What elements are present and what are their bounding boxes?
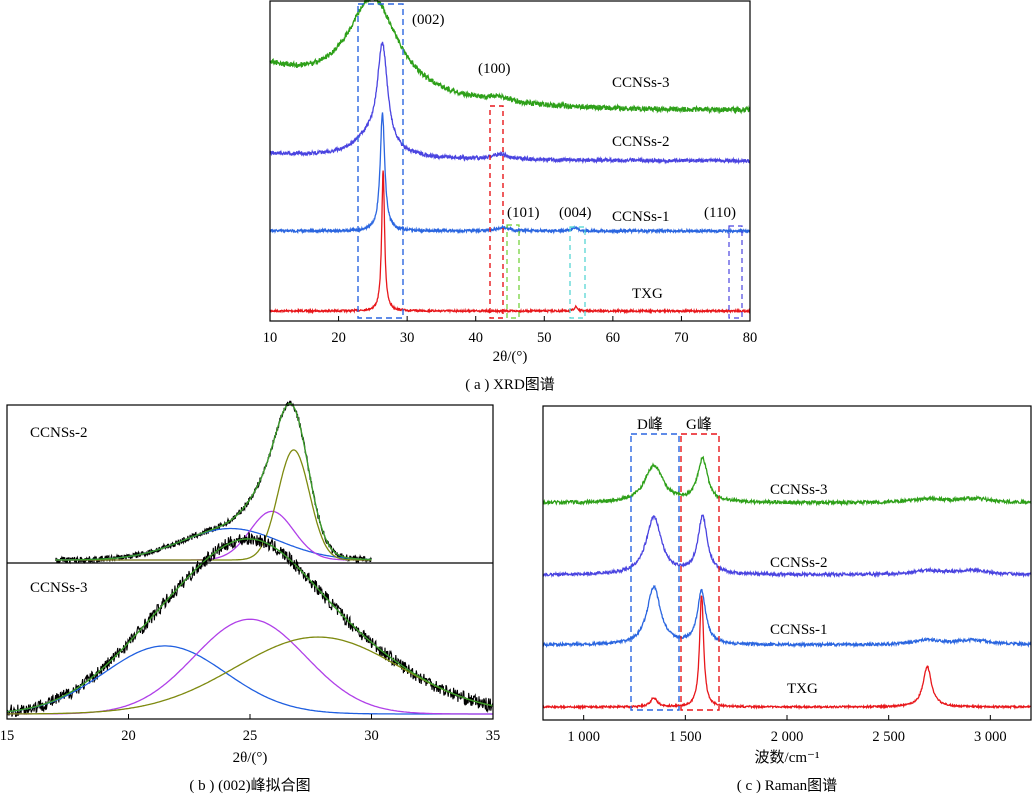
fit-component-1-ccnss-3	[6, 645, 493, 715]
legend-ccnss-3: CCNSs-3	[612, 75, 670, 91]
fit:1-tick-label: 35	[486, 728, 501, 744]
label-g-peak: G峰	[686, 416, 712, 433]
label-002: (002)	[412, 12, 445, 28]
xrd:0-tick-label: 40	[468, 330, 483, 346]
box-004	[569, 226, 586, 319]
raman:2-tick-label: 1 500	[669, 729, 702, 745]
xrd:0-tick-label: 50	[537, 330, 552, 346]
fit-label-ccnss-3: CCNSs-3	[30, 580, 88, 596]
fit-component-3-ccnss-2	[55, 449, 372, 561]
box-g-peak	[680, 433, 720, 711]
raman-legend-ccnss-3: CCNSs-3	[770, 482, 828, 498]
raman:2-tick-label: 2 000	[771, 729, 804, 745]
box-100	[489, 105, 504, 319]
raman-series-group	[542, 455, 1032, 711]
raman-caption: ( c ) Raman图谱	[737, 777, 837, 794]
fit-x-ticks: 15 20 25 30 35	[0, 714, 500, 744]
xrd-peak-boxes	[357, 3, 743, 319]
fit:1-tick-label: 25	[243, 728, 258, 744]
fit-raw-ccnss-3	[6, 532, 494, 717]
raman-series-txg	[542, 595, 1032, 711]
xrd-series-ccnss-1	[269, 112, 751, 235]
fit-panel: 15 20 25 30 35 CCNSs-2 CCNSs-3 2θ/(°) ( b ) …	[0, 400, 500, 794]
fit-x-axis-label: 2θ/(°)	[233, 750, 268, 766]
fit-caption: ( b ) (002)峰拟合图	[189, 777, 310, 794]
raman:2-tick-label: 1 000	[567, 729, 600, 745]
label-004: (004)	[559, 205, 592, 221]
box-d-peak	[630, 433, 680, 711]
box-002	[357, 3, 404, 319]
fit-label-ccnss-2: CCNSs-2	[30, 425, 88, 441]
xrd-series-ccnss-2	[269, 41, 751, 165]
fit:1-tick-label: 20	[121, 728, 136, 744]
legend-txg: TXG	[632, 286, 663, 302]
box-101	[506, 224, 520, 319]
fit-component-3-ccnss-3	[7, 636, 494, 715]
label-101: (101)	[507, 205, 540, 221]
label-100: (100)	[478, 61, 511, 77]
fit-sum-ccnss-2	[55, 402, 372, 561]
fit:1-tick-label: 15	[0, 728, 14, 744]
xrd-series-group	[269, 0, 751, 315]
raman-legend-txg: TXG	[787, 681, 818, 697]
raman-x-ticks: 1 000 1 500 2 000 2 500 3 000	[567, 715, 1007, 745]
raman:2-tick-label: 2 500	[872, 729, 905, 745]
legend-ccnss-1: CCNSs-1	[612, 209, 670, 225]
box-110	[728, 225, 743, 319]
raman-series-ccnss-2	[542, 514, 1032, 579]
xrd:0-tick-label: 60	[606, 330, 621, 346]
xrd:0-tick-label: 10	[263, 330, 278, 346]
xrd:0-tick-label: 70	[674, 330, 689, 346]
xrd-series-txg	[269, 170, 751, 315]
raman-series-ccnss-1	[542, 584, 1032, 649]
label-d-peak: D峰	[637, 416, 663, 433]
xrd-panel: 10 20 30 40 50 60 70 80 (002) (100) (101) (004)…	[263, 0, 758, 393]
label-110: (110)	[704, 205, 736, 221]
fit-plot-frame	[6, 404, 494, 720]
fit-sum-ccnss-3	[6, 538, 494, 713]
raman-x-axis-label: 波数/cm⁻¹	[755, 749, 820, 766]
fit-component-2-ccnss-3	[7, 618, 493, 715]
xrd:0-tick-label: 20	[331, 330, 346, 346]
xrd:0-tick-label: 30	[400, 330, 415, 346]
raman-panel: 1 000 1 500 2 000 2 500 3 000 D峰 G峰 CCNSs-3 …	[542, 405, 1032, 794]
raman-legend-ccnss-2: CCNSs-2	[770, 555, 828, 571]
xrd-series-ccnss-3	[269, 0, 751, 115]
fit-series-group	[6, 400, 494, 717]
xrd:0-tick-label: 80	[743, 330, 758, 346]
legend-ccnss-2: CCNSs-2	[612, 134, 670, 150]
xrd-x-ticks: 10 20 30 40 50 60 70 80	[263, 316, 758, 346]
xrd-caption: ( a ) XRD图谱	[465, 376, 555, 393]
fit:1-tick-label: 30	[364, 728, 379, 744]
raman-series-ccnss-3	[542, 455, 1032, 507]
xrd-plot-frame	[269, 0, 751, 322]
fit-raw-ccnss-2	[55, 400, 372, 565]
xrd-x-axis-label: 2θ/(°)	[493, 349, 528, 365]
raman:2-tick-label: 3 000	[974, 729, 1007, 745]
raman-legend-ccnss-1: CCNSs-1	[770, 622, 828, 638]
